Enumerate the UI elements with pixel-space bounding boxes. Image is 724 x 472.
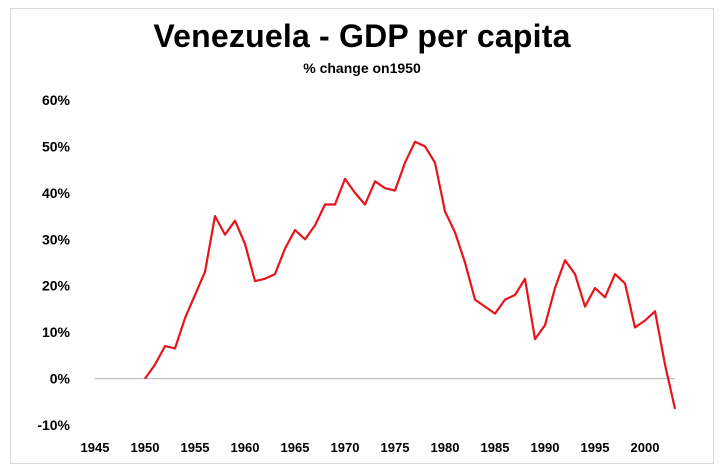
data-point: [514, 294, 516, 296]
data-point: [604, 296, 606, 298]
x-tick-label: 1970: [331, 440, 360, 455]
series-line: [144, 140, 677, 410]
y-tick-label: 40%: [42, 185, 71, 201]
data-point: [644, 319, 646, 322]
x-tick-label: 1995: [581, 440, 610, 455]
x-tick-label: 1975: [381, 440, 410, 455]
data-point: [564, 259, 566, 261]
data-point: [394, 189, 396, 192]
data-point: [324, 203, 326, 206]
x-tick-label: 1990: [531, 440, 560, 455]
data-point: [544, 324, 546, 326]
data-point: [654, 310, 656, 312]
y-axis-tick-labels: -10% 0% 10% 20% 30% 40% 50% 60%: [37, 92, 70, 433]
x-tick-label: 1945: [81, 440, 110, 455]
y-tick-label: 10%: [42, 324, 71, 340]
chart-title: Venezuela - GDP per capita: [153, 18, 571, 54]
data-point: [384, 187, 386, 189]
x-tick-label: 1955: [181, 440, 210, 455]
data-point: [154, 364, 156, 366]
data-point: [334, 203, 336, 206]
data-point: [184, 317, 186, 319]
chart-subtitle: % change on1950: [303, 60, 421, 76]
data-point: [244, 243, 246, 245]
data-point: [274, 273, 276, 275]
data-point: [634, 326, 636, 329]
data-point: [214, 215, 216, 217]
data-point: [344, 178, 346, 180]
data-point: [534, 338, 536, 340]
data-point: [614, 273, 616, 275]
data-point: [624, 282, 626, 284]
data-point: [444, 210, 446, 213]
data-point: [414, 141, 416, 143]
data-point: [674, 408, 676, 410]
data-point: [374, 180, 376, 182]
y-tick-label: 30%: [42, 231, 71, 247]
x-tick-label: 1950: [131, 440, 160, 455]
data-point: [584, 306, 586, 308]
data-point: [424, 145, 426, 148]
data-point: [144, 377, 146, 380]
data-point: [504, 299, 506, 301]
data-point: [164, 345, 166, 347]
data-point: [204, 271, 206, 273]
x-tick-label: 1965: [281, 440, 310, 455]
data-point: [574, 273, 576, 275]
data-point: [464, 261, 466, 264]
y-tick-label: 0%: [50, 371, 71, 387]
x-tick-label: 1985: [481, 440, 510, 455]
y-tick-label: 20%: [42, 278, 71, 294]
data-point: [224, 234, 226, 236]
data-point: [264, 278, 266, 280]
y-tick-label: -10%: [37, 417, 70, 433]
x-axis-tick-labels: 1945 1950 1955 1960 1965 1970 1975 1980 1985 1990…: [81, 440, 660, 455]
x-tick-label: 1960: [231, 440, 260, 455]
data-point: [594, 287, 596, 289]
data-point: [524, 278, 526, 280]
series-group: [144, 140, 677, 410]
data-point: [174, 347, 176, 349]
data-point: [664, 364, 666, 366]
y-tick-label: 60%: [42, 92, 71, 108]
chart-frame: [10, 8, 714, 464]
data-point: [194, 294, 196, 296]
data-point: [354, 192, 356, 194]
data-point: [484, 306, 486, 308]
x-tick-label: 1980: [431, 440, 460, 455]
data-point: [554, 287, 556, 289]
data-point: [284, 247, 286, 250]
data-point: [454, 231, 456, 233]
data-point: [474, 299, 476, 301]
data-point: [314, 224, 316, 226]
data-point: [294, 229, 296, 231]
y-tick-label: 50%: [42, 138, 71, 154]
data-point: [434, 162, 436, 164]
data-point: [494, 312, 496, 315]
data-point: [254, 280, 256, 282]
data-point: [364, 203, 366, 206]
data-point: [404, 162, 406, 164]
x-tick-label: 2000: [631, 440, 660, 455]
data-point: [234, 220, 236, 222]
data-point: [304, 238, 306, 240]
